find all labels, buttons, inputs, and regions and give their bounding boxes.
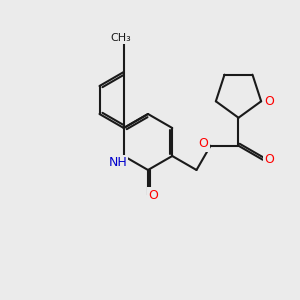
Text: O: O: [148, 189, 158, 202]
Text: O: O: [264, 153, 274, 166]
Text: O: O: [199, 137, 208, 150]
Text: CH₃: CH₃: [110, 33, 131, 43]
Text: NH: NH: [108, 157, 127, 169]
Text: O: O: [264, 95, 274, 108]
